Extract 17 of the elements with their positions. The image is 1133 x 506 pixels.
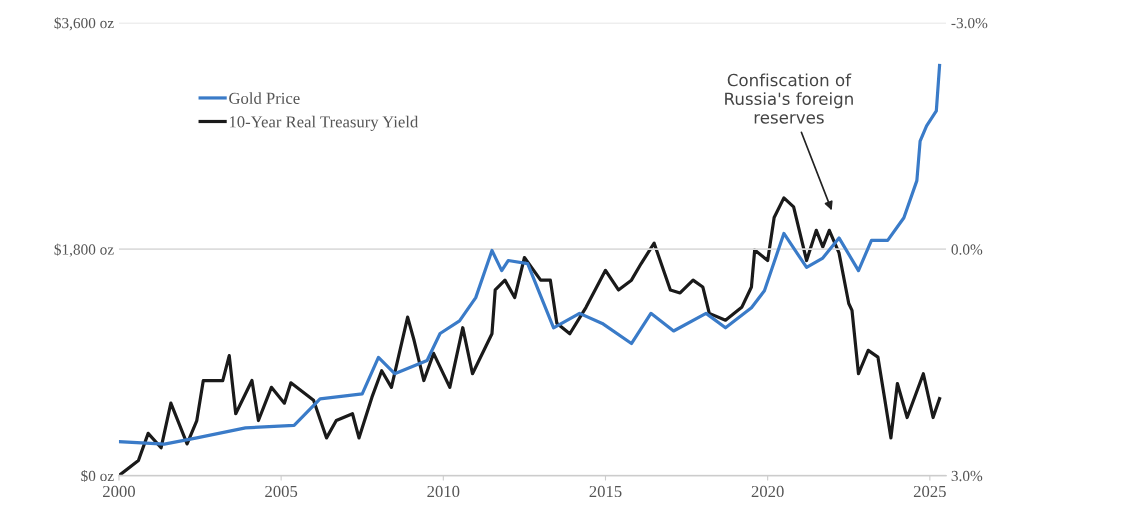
line-series [118, 196, 942, 476]
y-tick-label: $1,800 oz [54, 243, 114, 257]
x-tick-label: 2015 [589, 485, 622, 498]
x-tick-label: 2010 [427, 485, 460, 498]
x-tick-label: 2020 [751, 485, 784, 498]
line-series [118, 63, 942, 446]
x-tick-label: 2000 [103, 485, 135, 498]
legend-label: 10-Year Real Treasury Yield [229, 115, 419, 131]
y2-tick-label: 0.0% [951, 244, 983, 255]
y2-tick-label: -3.0% [951, 17, 988, 29]
x-tick-label: 2005 [265, 485, 298, 498]
annotation: Confiscation of Russia's foreign reserves [725, 73, 853, 124]
x-tick-label: 2025 [913, 485, 946, 498]
y-tick-label: $3,600 oz [54, 17, 114, 31]
y2-tick-label: 3.0% [951, 470, 983, 482]
y-tick-label: $0 oz [81, 469, 114, 483]
legend-label: Gold Price [229, 92, 300, 104]
